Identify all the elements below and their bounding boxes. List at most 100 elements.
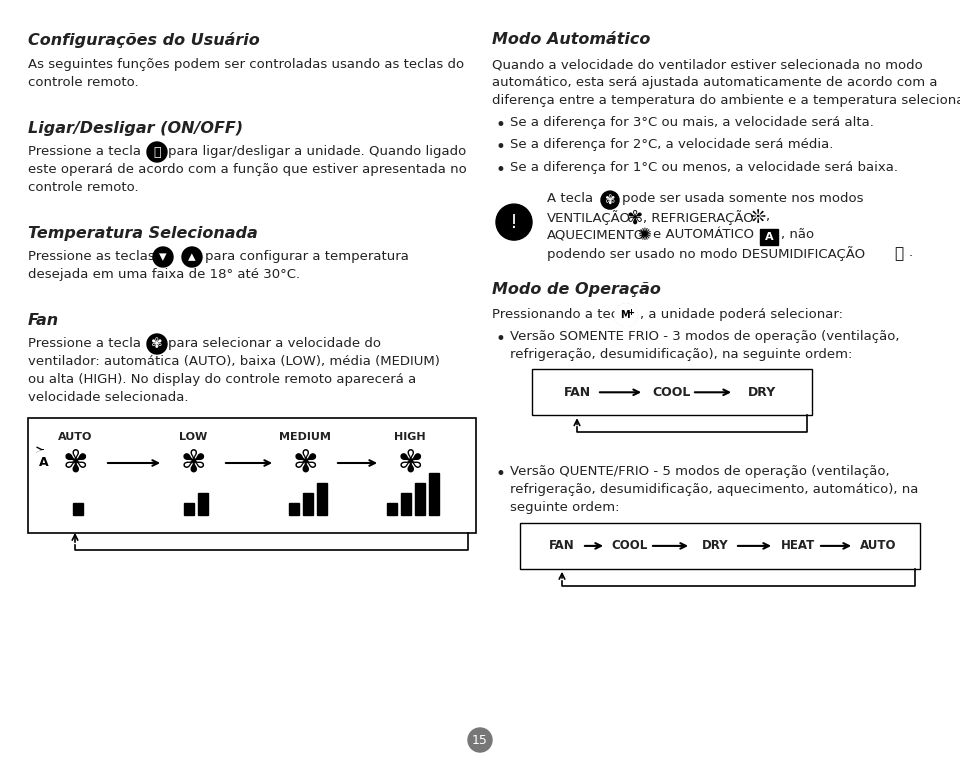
Text: FAN: FAN [564,386,590,399]
Bar [429,473,439,515]
Text: ou alta (HIGH). No display do controle remoto aparecerá a: ou alta (HIGH). No display do controle r… [28,373,417,386]
Circle shape [182,247,202,267]
Text: HEAT: HEAT [780,539,815,552]
Text: velocidade selecionada.: velocidade selecionada. [28,391,188,404]
Circle shape [615,304,637,326]
Text: Fan: Fan [28,313,60,328]
Text: desejada em uma faixa de 18° até 30°C.: desejada em uma faixa de 18° até 30°C. [28,268,300,281]
Text: Versão SOMENTE FRIO - 3 modos de operação (ventilação,: Versão SOMENTE FRIO - 3 modos de operaçã… [510,330,900,343]
Text: controle remoto.: controle remoto. [28,76,138,89]
Text: ❊: ❊ [749,207,765,226]
Text: ⏻: ⏻ [154,146,160,158]
Text: ✾: ✾ [605,194,615,207]
Text: seguinte ordem:: seguinte ordem: [510,501,619,514]
Text: •: • [496,330,506,347]
Text: , REFRIGERAÇÃO: , REFRIGERAÇÃO [643,210,754,225]
Text: Pressione a tecla: Pressione a tecla [28,337,141,350]
Text: ▾: ▾ [159,249,167,264]
Text: , não: , não [781,228,814,241]
Text: A: A [765,232,774,242]
Text: +: + [628,308,635,316]
Text: LOW: LOW [179,432,207,442]
Circle shape [496,204,532,240]
Circle shape [468,728,492,752]
Text: •: • [496,466,506,483]
Text: COOL: COOL [653,386,691,399]
Text: pode ser usada somente nos modos: pode ser usada somente nos modos [622,192,863,205]
Text: ✾: ✾ [292,449,318,478]
Text: Pressione as teclas: Pressione as teclas [28,250,155,263]
Text: COOL: COOL [612,539,648,552]
Text: ✾: ✾ [627,209,643,228]
Text: Modo de Operação: Modo de Operação [492,282,660,297]
Text: refrigeração, desumidificação), na seguinte ordem:: refrigeração, desumidificação), na segui… [510,347,852,360]
Bar [532,370,812,415]
Text: ✾: ✾ [397,449,422,478]
Text: Modo Automático: Modo Automático [492,32,650,47]
Text: 15: 15 [472,734,488,747]
Text: Ligar/Desligar (ON/OFF): Ligar/Desligar (ON/OFF) [28,121,243,136]
Text: , a unidade poderá selecionar:: , a unidade poderá selecionar: [640,308,843,321]
Bar [317,483,327,515]
Text: refrigeração, desumidificação, aquecimento, automático), na: refrigeração, desumidificação, aquecimen… [510,483,919,496]
Text: ✾: ✾ [151,337,163,351]
Bar [401,493,411,515]
Text: •: • [496,138,506,156]
Circle shape [601,191,619,209]
Bar [184,503,194,515]
Text: podendo ser usado no modo DESUMIDIFICAÇÃO: podendo ser usado no modo DESUMIDIFICAÇÃ… [547,246,865,261]
Circle shape [615,304,637,326]
Text: ,: , [765,210,769,223]
Text: 💧: 💧 [895,247,903,261]
Bar [520,523,920,569]
Text: HIGH: HIGH [395,432,426,442]
Text: Se a diferença for 1°C ou menos, a velocidade será baixa.: Se a diferença for 1°C ou menos, a veloc… [510,161,898,174]
Text: •: • [496,161,506,178]
Circle shape [147,142,167,162]
Circle shape [147,334,167,354]
Text: MEDIUM: MEDIUM [279,432,331,442]
Text: e AUTOMÁTICO: e AUTOMÁTICO [653,228,754,241]
Bar [387,503,397,515]
Text: !: ! [510,213,518,232]
Text: ✾: ✾ [62,449,87,478]
Text: VENTILAÇÃO: VENTILAÇÃO [547,210,631,225]
Text: para configurar a temperatura: para configurar a temperatura [205,250,409,263]
Text: Quando a velocidade do ventilador estiver selecionada no modo: Quando a velocidade do ventilador estive… [492,58,923,71]
Text: AUTO: AUTO [860,539,897,552]
Text: diferença entre a temperatura do ambiente e a temperatura selecionada.: diferença entre a temperatura do ambient… [492,94,960,107]
Text: Pressionando a tecla: Pressionando a tecla [492,308,630,321]
Text: .: . [909,246,913,259]
Bar [289,503,299,515]
Text: ✾: ✾ [180,449,205,478]
Text: AUTO: AUTO [58,432,92,442]
Circle shape [153,247,173,267]
FancyBboxPatch shape [760,229,778,245]
Text: A tecla: A tecla [547,192,593,205]
Bar [415,483,425,515]
Text: para ligar/desligar a unidade. Quando ligado: para ligar/desligar a unidade. Quando li… [168,145,467,158]
Text: este operará de acordo com a função que estiver apresentada no: este operará de acordo com a função que … [28,163,467,176]
Text: Pressione a tecla: Pressione a tecla [28,145,141,158]
Bar [198,493,208,515]
Text: DRY: DRY [702,539,729,552]
Text: FAN: FAN [549,539,575,552]
Text: controle remoto.: controle remoto. [28,181,138,194]
Text: Se a diferença for 2°C, a velocidade será média.: Se a diferença for 2°C, a velocidade ser… [510,138,833,151]
Text: A: A [39,456,49,469]
Text: ✺: ✺ [637,226,651,244]
Text: Temperatura Selecionada: Temperatura Selecionada [28,226,257,241]
Text: As seguintes funções podem ser controladas usando as teclas do: As seguintes funções podem ser controlad… [28,58,464,71]
Text: AQUECIMENTO: AQUECIMENTO [547,228,645,241]
Text: ▴: ▴ [188,249,196,264]
Bar [73,503,83,515]
Text: Versão QUENTE/FRIO - 5 modos de operação (ventilação,: Versão QUENTE/FRIO - 5 modos de operação… [510,466,890,479]
Text: para selecionar a velocidade do: para selecionar a velocidade do [168,337,381,350]
Text: Configurações do Usuário: Configurações do Usuário [28,32,260,48]
Bar [303,493,313,515]
Bar [28,418,476,533]
Text: DRY: DRY [748,386,776,399]
Circle shape [32,451,56,475]
Text: ventilador: automática (AUTO), baixa (LOW), média (MEDIUM): ventilador: automática (AUTO), baixa (LO… [28,355,440,368]
Text: •: • [496,116,506,133]
